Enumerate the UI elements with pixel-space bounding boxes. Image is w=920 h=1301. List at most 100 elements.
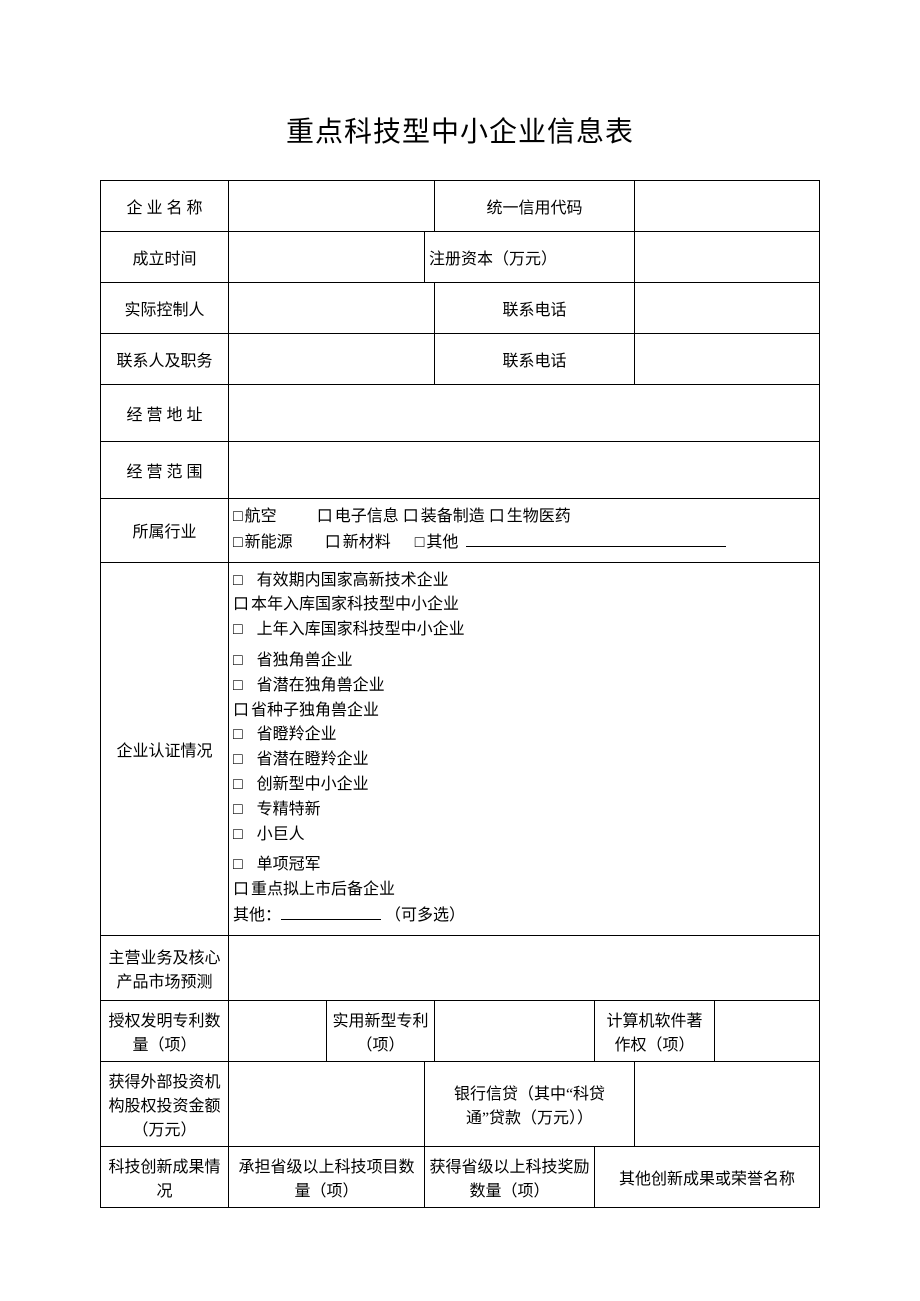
checkbox-icon[interactable]: 口 <box>233 699 249 724</box>
checkbox-icon[interactable]: □ <box>233 649 243 674</box>
label-bank-credit-l2: 通”贷款（万元）） <box>429 1104 630 1128</box>
checkbox-icon[interactable]: □ <box>233 798 243 823</box>
label-main-biz-l1: 主营业务及核心 <box>105 944 224 968</box>
checkbox-icon[interactable]: □ <box>233 823 243 848</box>
cert-opt: 有效期内国家高新技术企业 <box>257 572 449 589</box>
page: 重点科技型中小企业信息表 企 业 名 称 统一信用代码 成立时间 注册资本（万元… <box>0 0 920 1268</box>
value-bank-credit[interactable] <box>635 1061 820 1146</box>
value-sw-copyright[interactable] <box>715 1000 820 1061</box>
industry-row-2: □新能源 口新材料 □其他 <box>233 530 815 556</box>
label-certification: 企业认证情况 <box>101 562 229 935</box>
value-credit-code[interactable] <box>635 181 820 232</box>
label-prov-proj-l1: 承担省级以上科技项目数 <box>233 1153 420 1177</box>
label-ext-invest-l2: 构股权投资金额 <box>105 1092 224 1116</box>
label-patents-inv: 授权发明专利数 量（项） <box>101 1000 229 1061</box>
cert-opt: 上年入库国家科技型中小企业 <box>257 621 465 638</box>
label-biz-scope: 经 营 范 围 <box>101 442 229 499</box>
cell-certification[interactable]: □ 有效期内国家高新技术企业 口本年入库国家科技型中小企业 □ 上年入库国家科技… <box>229 562 820 935</box>
value-phone2[interactable] <box>635 334 820 385</box>
label-main-biz: 主营业务及核心 产品市场预测 <box>101 935 229 1000</box>
label-reg-capital: 注册资本（万元） <box>425 232 635 283</box>
label-ext-invest: 获得外部投资机 构股权投资金额 （万元） <box>101 1061 229 1146</box>
label-sw-copyright: 计算机软件著 作权（项） <box>595 1000 715 1061</box>
cert-opt: 省瞪羚企业 <box>257 726 337 743</box>
checkbox-icon[interactable]: 口 <box>317 505 333 530</box>
checkbox-icon[interactable]: □ <box>233 723 243 748</box>
label-contact-title: 联系人及职务 <box>101 334 229 385</box>
checkbox-icon[interactable]: 口 <box>233 878 249 903</box>
cert-opt: 本年入库国家科技型中小企业 <box>251 596 459 613</box>
cert-other-blank[interactable] <box>281 903 381 920</box>
industry-opt-newmaterial: 新材料 <box>343 534 391 551</box>
cert-group-2: □ 省独角兽企业 □ 省潜在独角兽企业 口省种子独角兽企业 □ 省瞪羚企业 □ … <box>233 649 815 847</box>
cert-opt: 省独角兽企业 <box>257 652 353 669</box>
value-actual-controller[interactable] <box>229 283 435 334</box>
checkbox-icon[interactable]: □ <box>233 531 243 556</box>
checkbox-icon[interactable]: 口 <box>489 505 505 530</box>
value-main-biz[interactable] <box>229 935 820 1000</box>
checkbox-icon[interactable]: □ <box>233 748 243 773</box>
label-industry: 所属行业 <box>101 499 229 563</box>
industry-other-blank[interactable] <box>466 530 726 547</box>
industry-opt-newenergy: 新能源 <box>245 534 293 551</box>
label-credit-code: 统一信用代码 <box>435 181 635 232</box>
label-prov-award-l2: 数量（项） <box>429 1177 590 1201</box>
cert-opt: 创新型中小企业 <box>257 776 369 793</box>
value-contact-title[interactable] <box>229 334 435 385</box>
value-company-name[interactable] <box>229 181 435 232</box>
info-table: 企 业 名 称 统一信用代码 成立时间 注册资本（万元） 实际控制人 联系电话 … <box>100 180 820 1208</box>
industry-opt-electronics: 电子信息 <box>335 508 399 525</box>
label-patents-inv-l1: 授权发明专利数 <box>105 1007 224 1031</box>
label-prov-proj: 承担省级以上科技项目数 量（项） <box>229 1146 425 1207</box>
checkbox-icon[interactable]: □ <box>233 674 243 699</box>
label-bank-credit: 银行信贷（其中“科贷 通”贷款（万元）） <box>425 1061 635 1146</box>
cert-other-prefix: 其他： <box>233 907 281 924</box>
cert-opt: 单项冠军 <box>257 856 321 873</box>
label-phone1: 联系电话 <box>435 283 635 334</box>
label-patents-inv-l2: 量（项） <box>105 1031 224 1055</box>
label-establish-date: 成立时间 <box>101 232 229 283</box>
cert-opt: 省潜在独角兽企业 <box>257 677 385 694</box>
label-ext-invest-l3: （万元） <box>105 1116 224 1140</box>
label-prov-award-l1: 获得省级以上科技奖励 <box>429 1153 590 1177</box>
label-ext-invest-l1: 获得外部投资机 <box>105 1068 224 1092</box>
cert-group-1: □ 有效期内国家高新技术企业 口本年入库国家科技型中小企业 □ 上年入库国家科技… <box>233 569 815 643</box>
industry-opt-equip: 装备制造 <box>421 508 485 525</box>
value-patents-inv[interactable] <box>229 1000 327 1061</box>
label-innov-results-l2: 况 <box>105 1177 224 1201</box>
value-phone1[interactable] <box>635 283 820 334</box>
label-prov-award: 获得省级以上科技奖励 数量（项） <box>425 1146 595 1207</box>
value-patents-util[interactable] <box>435 1000 595 1061</box>
value-reg-capital[interactable] <box>635 232 820 283</box>
checkbox-icon[interactable]: 口 <box>233 593 249 618</box>
label-other-results: 其他创新成果或荣誉名称 <box>595 1146 820 1207</box>
cert-opt: 小巨人 <box>257 826 305 843</box>
industry-row-1: □航空 口电子信息 口装备制造 口生物医药 <box>233 505 815 530</box>
checkbox-icon[interactable]: □ <box>233 853 243 878</box>
label-prov-proj-l2: 量（项） <box>233 1177 420 1201</box>
label-innov-results-l1: 科技创新成果情 <box>105 1153 224 1177</box>
value-biz-scope[interactable] <box>229 442 820 499</box>
label-sw-copyright-l1: 计算机软件著 <box>599 1007 710 1031</box>
label-phone2: 联系电话 <box>435 334 635 385</box>
cert-opt: 省种子独角兽企业 <box>251 702 379 719</box>
checkbox-icon[interactable]: □ <box>415 531 425 556</box>
checkbox-icon[interactable]: □ <box>233 618 243 643</box>
label-patents-util-l2: （项） <box>331 1031 430 1055</box>
value-biz-address[interactable] <box>229 385 820 442</box>
checkbox-icon[interactable]: □ <box>233 505 243 530</box>
value-establish-date[interactable] <box>229 232 425 283</box>
form-title: 重点科技型中小企业信息表 <box>100 110 820 150</box>
cert-opt: 专精特新 <box>257 801 321 818</box>
cert-group-3: □ 单项冠军 口重点拟上市后备企业 其他： （可多选） <box>233 853 815 928</box>
label-bank-credit-l1: 银行信贷（其中“科贷 <box>429 1080 630 1104</box>
cert-opt: 省潜在瞪羚企业 <box>257 751 369 768</box>
checkbox-icon[interactable]: 口 <box>403 505 419 530</box>
industry-opt-aviation: 航空 <box>245 508 277 525</box>
cell-industry-options[interactable]: □航空 口电子信息 口装备制造 口生物医药 □新能源 口新材料 □其他 <box>229 499 820 563</box>
value-ext-invest[interactable] <box>229 1061 425 1146</box>
label-company-name: 企 业 名 称 <box>101 181 229 232</box>
checkbox-icon[interactable]: 口 <box>325 531 341 556</box>
checkbox-icon[interactable]: □ <box>233 773 243 798</box>
checkbox-icon[interactable]: □ <box>233 569 243 594</box>
